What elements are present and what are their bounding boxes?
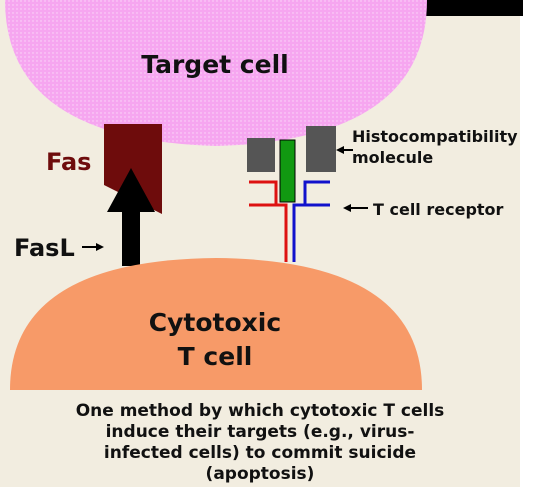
mhc-right-block	[306, 126, 336, 172]
histo-pointer-arrow	[336, 146, 353, 154]
t-cell-receptor-label: T cell receptor	[373, 200, 504, 219]
ctl-label-line2: T cell	[177, 342, 253, 371]
fasl-label: FasL	[14, 234, 75, 262]
ctl-label-line1: Cytotoxic	[148, 308, 282, 337]
tcr-beta-chain	[292, 180, 330, 262]
fasl-pointer-arrow	[82, 243, 104, 251]
target-cell-label: Target cell	[141, 50, 289, 79]
histocompatibility-label: Histocompatibility molecule	[352, 126, 518, 168]
top-bar	[420, 0, 523, 16]
caption-line: One method by which cytotoxic T cells	[75, 401, 445, 421]
right-strip	[520, 0, 533, 487]
tcr-alpha-chain	[249, 180, 288, 262]
figure-caption: One method by which cytotoxic T cells in…	[0, 401, 520, 485]
caption-line: induce their targets (e.g., virus-	[105, 422, 415, 442]
histo-label-line2: molecule	[352, 148, 434, 167]
caption-line: infected cells) to commit suicide	[103, 443, 417, 463]
histo-label-line1: Histocompatibility	[352, 127, 518, 146]
cytotoxic-t-cell-shape	[10, 258, 422, 390]
mhc-left-block	[247, 138, 275, 172]
peptide-green-bar	[279, 139, 296, 203]
fas-label: Fas	[46, 148, 92, 176]
target-cell-texture	[5, 0, 427, 146]
fasl-arrow	[107, 168, 155, 266]
caption-line: (apoptosis)	[205, 464, 315, 484]
tcr-pointer-arrow	[343, 204, 368, 212]
cytotoxic-t-cell-label: Cytotoxic T cell	[0, 306, 430, 374]
